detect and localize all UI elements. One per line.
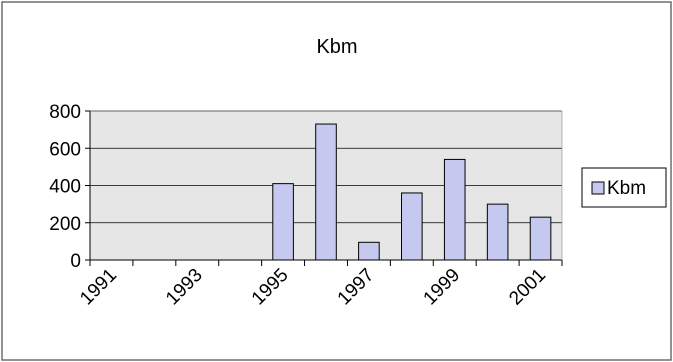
y-tick-label: 0: [70, 251, 81, 272]
bar: [315, 123, 337, 261]
y-tick-label: 400: [49, 177, 81, 198]
bar: [358, 241, 380, 261]
legend-label: Kbm: [607, 178, 646, 199]
y-tick-label: 600: [49, 139, 81, 160]
y-tick-label: 800: [49, 102, 81, 123]
bar: [443, 158, 466, 261]
bar: [529, 216, 552, 261]
bar: [486, 203, 509, 261]
legend-swatch: [591, 181, 605, 195]
bar: [401, 192, 423, 261]
legend: Kbm: [581, 167, 667, 208]
bar: [272, 183, 294, 261]
y-tick-label: 200: [49, 214, 81, 235]
chart-title: Kbm: [316, 36, 357, 58]
